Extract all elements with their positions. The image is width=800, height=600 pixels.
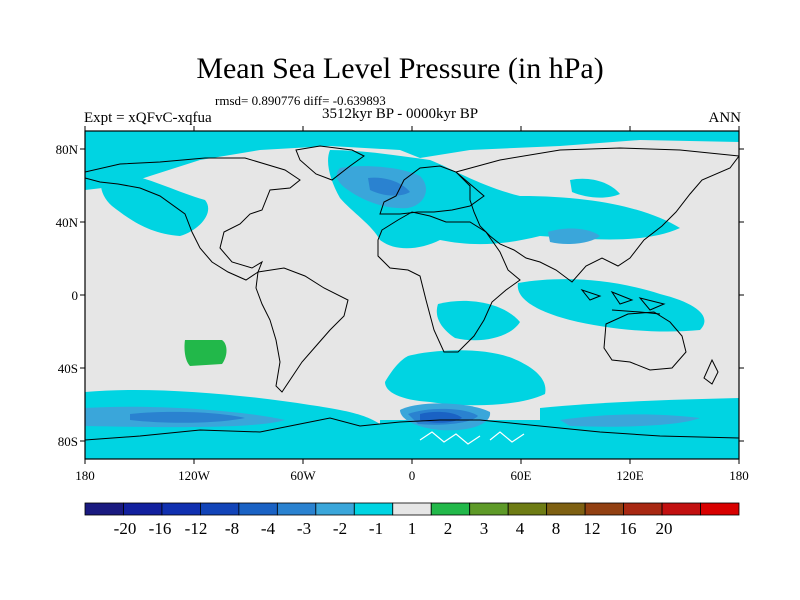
colorbar-label: -8	[224, 519, 240, 538]
coast-antarctica	[85, 417, 739, 441]
colorbar-label: -16	[148, 519, 172, 538]
colorbar-swatch	[276, 502, 317, 516]
colorbar-label: 16	[619, 519, 637, 538]
colorbar-label: 1	[407, 519, 417, 538]
colorbar-swatch	[469, 502, 509, 516]
colorbar-label: -12	[184, 519, 208, 538]
coast-europe	[379, 165, 485, 215]
antarctic-noise-line	[419, 431, 481, 445]
colorbar-swatch	[430, 502, 471, 516]
lat-label-80s: 80S	[57, 434, 78, 449]
lat-label-0: 0	[71, 288, 79, 303]
lon-label-120w: 120W	[178, 468, 210, 483]
colorbar-label: 3	[479, 519, 489, 538]
coastlines	[85, 145, 739, 441]
colorbar-swatch	[200, 502, 240, 516]
coast-africa	[377, 211, 521, 353]
lat-ticks-right	[739, 148, 744, 442]
colorbar-label: -4	[260, 519, 276, 538]
pressure-field	[85, 131, 739, 459]
axis-ticks	[80, 126, 744, 464]
lat-label-40s: 40S	[57, 361, 78, 376]
colorbar-swatch	[700, 502, 740, 516]
colorbar	[84, 502, 740, 516]
colorbar-swatch	[84, 502, 124, 516]
coast-islands	[580, 288, 666, 315]
colorbar-swatch	[123, 502, 163, 516]
lat-label-40n: 40N	[55, 215, 78, 230]
colorbar-label: -3	[296, 519, 312, 538]
coast-asia	[455, 147, 739, 283]
colorbar-swatch	[353, 502, 394, 516]
colorbar-label: -1	[368, 519, 384, 538]
contour-plus-1	[184, 340, 227, 366]
lon-label-0: 0	[408, 468, 416, 483]
coast-australia	[603, 311, 687, 371]
coast-south-america	[255, 267, 349, 393]
lat-ticks-left	[80, 148, 85, 442]
colorbar-swatch	[546, 502, 586, 516]
coast-greenland	[295, 145, 365, 181]
colorbar-swatch	[238, 502, 278, 516]
colorbar-swatch	[315, 502, 355, 516]
period-label: 3512kyr BP - 0000kyr BP	[322, 106, 479, 122]
lon-ticks-top	[84, 126, 740, 131]
antarctic-noise	[419, 431, 525, 445]
map-title: Mean Sea Level Pressure (in hPa)	[196, 52, 604, 85]
lon-ticks-bottom	[84, 459, 740, 464]
lon-label-60e: 60E	[510, 468, 532, 483]
stats-line: rmsd= 0.890776 diff= -0.639893	[215, 93, 386, 108]
colorbar-swatch	[584, 502, 624, 516]
colorbar-label: 8	[551, 519, 561, 538]
colorbar-swatch	[623, 502, 663, 516]
lon-label-180e: 180	[729, 468, 749, 483]
lon-label-60w: 60W	[290, 468, 316, 483]
lat-label-80n: 80N	[55, 142, 78, 157]
colorbar-label: -2	[332, 519, 348, 538]
colorbar-swatch	[392, 502, 432, 516]
colorbar-label: -20	[113, 519, 137, 538]
colorbar-label: 20	[655, 519, 673, 538]
antarctic-noise-line	[489, 431, 525, 443]
colorbar-label: 2	[443, 519, 453, 538]
colorbar-swatch	[661, 502, 701, 516]
colorbar-swatch	[161, 502, 201, 516]
colorbar-swatch	[507, 502, 548, 516]
season-label: ANN	[708, 110, 742, 126]
lon-label-120e: 120E	[616, 468, 644, 483]
colorbar-label: 12	[583, 519, 601, 538]
coast-north-america	[85, 157, 301, 281]
coast-new-zealand	[703, 358, 719, 385]
lon-label-180w: 180	[75, 468, 95, 483]
experiment-label: Expt = xQFvC-xqfua	[84, 110, 212, 126]
colorbar-label: 4	[515, 519, 525, 538]
